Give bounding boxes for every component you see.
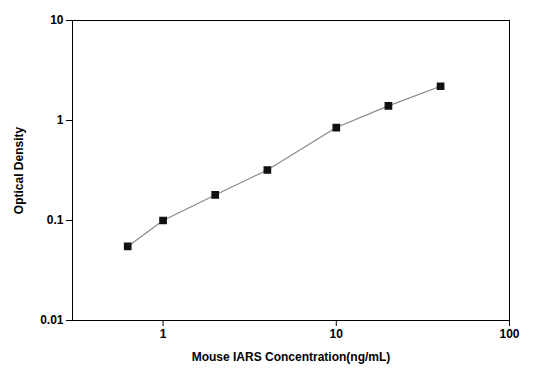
svg-text:10: 10 — [330, 327, 344, 341]
svg-text:100: 100 — [499, 327, 519, 341]
svg-text:1: 1 — [160, 327, 167, 341]
svg-text:Mouse IARS Concentration(ng/mL: Mouse IARS Concentration(ng/mL) — [192, 350, 391, 364]
svg-text:Optical Density: Optical Density — [12, 126, 26, 214]
svg-text:1: 1 — [57, 113, 64, 127]
svg-text:10: 10 — [50, 13, 64, 27]
svg-text:0.01: 0.01 — [40, 313, 64, 327]
svg-text:0.1: 0.1 — [47, 213, 64, 227]
